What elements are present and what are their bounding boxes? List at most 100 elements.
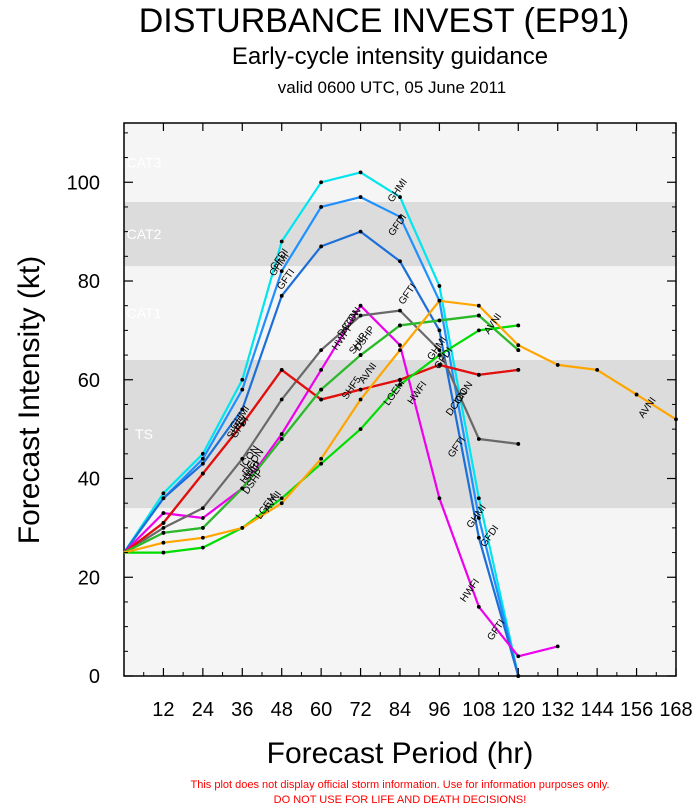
data-point-ghmi: [200, 451, 205, 456]
data-point-ghmi: [358, 170, 363, 175]
data-point-lgem: [279, 496, 284, 501]
data-point-gfti: [279, 293, 284, 298]
data-point-gfti: [240, 407, 245, 412]
y-tick-label: 100: [67, 172, 100, 194]
x-tick-label: 60: [310, 699, 332, 721]
data-point-hwfi: [555, 644, 560, 649]
data-point-avni: [240, 525, 245, 530]
data-point-hwfi: [516, 654, 521, 659]
data-point-gfti: [358, 229, 363, 234]
x-tick-label: 168: [659, 699, 692, 721]
data-point-hwfi: [200, 516, 205, 520]
data-point-gfdi: [476, 516, 481, 520]
data-point-dshp: [319, 387, 324, 392]
data-point-dshp: [516, 348, 521, 353]
data-point-gfdi: [398, 214, 402, 219]
x-tick-label: 156: [620, 699, 653, 721]
data-point-dcon: [437, 348, 442, 353]
data-point-avni: [358, 397, 363, 402]
data-point-lgem: [319, 461, 324, 466]
valid-time: valid 0600 UTC, 05 June 2011: [278, 78, 506, 97]
data-point-avni: [200, 535, 205, 540]
data-point-gfdi: [279, 269, 284, 274]
x-tick-label: 48: [271, 699, 293, 721]
disclaimer-line-1: This plot does not display official stor…: [190, 779, 609, 791]
data-point-ghmi: [279, 239, 284, 244]
data-point-dcon: [279, 397, 284, 402]
data-point-avni: [319, 456, 324, 461]
data-point-dshp: [398, 323, 402, 328]
data-point-gfti: [398, 259, 402, 264]
data-point-dcon: [240, 456, 245, 461]
x-tick-label: 72: [349, 699, 371, 721]
data-point-dcon: [200, 506, 205, 511]
data-point-gfdi: [358, 195, 363, 199]
data-point-avni: [516, 343, 521, 348]
data-point-dshp: [437, 318, 442, 323]
data-point-gfti: [476, 535, 481, 540]
data-point-shf5: [358, 387, 363, 392]
data-point-gfti: [200, 461, 205, 466]
data-point-lgem: [476, 328, 481, 333]
data-point-dshp: [240, 486, 245, 491]
forecast-series: [123, 170, 678, 678]
data-point-hwfi: [161, 511, 166, 515]
x-tick-label: 120: [502, 699, 535, 721]
data-point-shf5: [476, 372, 481, 377]
data-point-avni: [595, 367, 600, 372]
data-point-hwfi: [319, 367, 324, 372]
data-point-lgem: [516, 323, 521, 328]
data-point-ghmi: [319, 180, 324, 185]
data-point-lgem: [358, 427, 363, 432]
data-point-dcon: [398, 308, 402, 313]
data-point-lgem: [437, 353, 442, 357]
data-point-gfdi: [319, 205, 324, 209]
data-point-hwfi: [279, 432, 284, 436]
data-point-shf5: [319, 397, 324, 402]
data-point-avni: [674, 417, 678, 422]
data-point-shf5: [516, 367, 521, 372]
data-point-hwfi: [398, 343, 402, 348]
data-point-dcon: [161, 525, 166, 530]
x-tick-label: 144: [580, 699, 613, 721]
data-point-shf5: [240, 422, 245, 427]
data-point-avni: [634, 392, 639, 397]
data-point-hwfi: [437, 496, 442, 501]
x-tick-label: 36: [231, 699, 253, 721]
data-point-dshp: [161, 530, 166, 535]
data-point-hwfi: [358, 303, 363, 308]
data-point-gfti: [319, 244, 324, 249]
y-tick-label: 40: [78, 469, 100, 491]
data-point-avni: [398, 348, 402, 353]
band-cat2: [124, 202, 676, 267]
data-point-dcon: [476, 437, 481, 441]
data-point-dcon: [319, 348, 324, 353]
y-tick-label: 80: [78, 271, 100, 293]
y-tick-label: 0: [89, 666, 100, 688]
data-point-lgem: [398, 382, 402, 387]
band-label-cat2: CAT2: [127, 226, 162, 242]
data-point-shf5: [437, 363, 442, 367]
data-point-dshp: [476, 313, 481, 318]
band-label-cat3: CAT3: [127, 155, 162, 171]
series-line-hwfi: [123, 304, 558, 658]
data-point-avni: [476, 303, 481, 308]
data-point-ghmi: [398, 195, 402, 199]
x-tick-label: 24: [192, 699, 214, 721]
data-point-ghmi: [476, 496, 481, 501]
x-axis-label: Forecast Period (hr): [267, 737, 534, 770]
chart-title: DISTURBANCE INVEST (EP91): [139, 2, 630, 40]
data-point-avni: [437, 298, 442, 303]
x-tick-label: 132: [541, 699, 574, 721]
data-point-ghmi: [240, 377, 245, 382]
data-point-lgem: [161, 550, 166, 555]
y-axis-label: Forecast Intensity (kt): [13, 256, 46, 544]
x-tick-label: 12: [152, 699, 174, 721]
data-point-shf5: [161, 521, 166, 525]
y-tick-label: 20: [78, 567, 100, 589]
band-td: [124, 508, 676, 676]
data-point-shf5: [398, 377, 402, 382]
data-point-dcon: [516, 442, 521, 446]
band-label-cat1: CAT1: [127, 305, 162, 321]
